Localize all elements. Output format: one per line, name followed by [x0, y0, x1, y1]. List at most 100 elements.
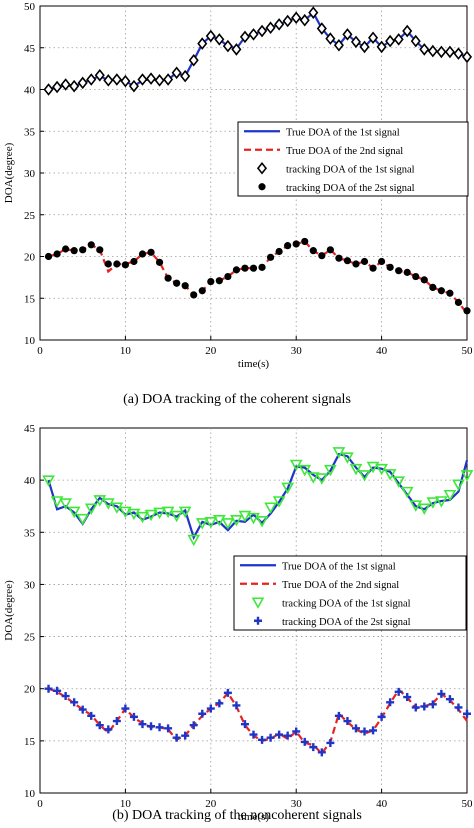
data-point	[170, 510, 183, 523]
data-point	[326, 738, 335, 747]
data-point	[86, 73, 97, 86]
data-point	[112, 717, 121, 726]
data-point	[349, 463, 363, 476]
legend: True DOA of the 1st signal True DOA of th…	[233, 555, 467, 631]
data-point	[342, 28, 353, 41]
data-point	[231, 43, 242, 56]
series-3	[44, 684, 471, 757]
x-axis-label: time(s)	[238, 811, 269, 823]
data-point	[119, 506, 132, 519]
data-point	[187, 534, 201, 547]
y-tick-label: 10	[24, 335, 36, 347]
data-point	[189, 721, 198, 730]
data-point	[265, 21, 276, 34]
data-point	[78, 705, 87, 714]
data-point	[155, 258, 164, 266]
data-point	[215, 277, 223, 285]
data-point	[437, 287, 445, 295]
chart-b: 0 10 20 30 40 501015202530354045time(s)DOA(de…	[3, 423, 474, 823]
data-point	[164, 724, 173, 733]
data-point	[411, 703, 420, 712]
data-point	[335, 254, 343, 262]
data-point	[324, 464, 337, 477]
data-point	[284, 242, 292, 250]
data-point	[232, 266, 241, 274]
data-point	[87, 241, 95, 249]
y-axis-label: DOA(degree)	[3, 142, 15, 203]
data-point	[298, 464, 312, 477]
data-point	[103, 74, 114, 87]
data-point	[121, 261, 129, 269]
data-point	[127, 508, 141, 521]
data-point	[341, 452, 354, 464]
data-point	[392, 476, 406, 488]
data-point	[343, 717, 352, 726]
data-point	[369, 264, 377, 272]
data-point	[79, 246, 87, 254]
legend: True DOA of the 1st signal True DOA of th…	[237, 121, 469, 197]
legend-entry: tracking DOA of the 2st signal	[282, 617, 411, 628]
data-point	[138, 250, 147, 258]
data-point	[368, 31, 379, 45]
data-point	[393, 33, 404, 46]
data-point	[378, 257, 386, 266]
data-point	[145, 72, 157, 85]
data-point	[144, 509, 158, 522]
series-2	[43, 6, 473, 96]
data-point	[274, 18, 285, 31]
data-point	[172, 733, 181, 742]
data-point	[164, 274, 172, 282]
legend-swatch	[258, 183, 266, 191]
x-tick-label: 30	[291, 798, 303, 810]
data-point	[275, 247, 283, 256]
legend-entry: True DOA of the 1st signal	[282, 561, 396, 572]
data-point	[266, 253, 275, 261]
y-axis-label: DOA(degree)	[3, 580, 15, 641]
data-point	[426, 497, 440, 509]
data-point	[317, 748, 326, 757]
data-point	[301, 237, 309, 246]
data-point	[299, 13, 310, 27]
legend-box	[233, 555, 467, 631]
data-point	[60, 78, 71, 91]
y-tick-label: 25	[24, 632, 36, 644]
data-point	[264, 502, 277, 514]
data-point	[247, 512, 260, 525]
data-point	[232, 701, 241, 710]
y-tick-label: 30	[24, 579, 36, 591]
data-point	[44, 684, 53, 693]
data-point	[419, 43, 430, 56]
data-point	[84, 503, 98, 515]
data-point	[42, 475, 55, 487]
x-tick-label: 10	[120, 798, 132, 810]
data-point	[452, 479, 465, 491]
data-point	[257, 24, 268, 38]
data-point	[161, 506, 175, 519]
data-point	[113, 260, 121, 268]
data-point	[360, 257, 369, 266]
y-tick-label: 20	[24, 684, 36, 696]
data-point	[444, 45, 455, 59]
data-point	[283, 731, 292, 740]
data-point	[205, 29, 216, 43]
data-point	[427, 44, 438, 58]
data-point	[402, 24, 413, 38]
y-tick-label: 30	[24, 168, 36, 180]
data-point	[224, 272, 232, 281]
data-point	[403, 268, 411, 276]
series-3	[44, 237, 471, 315]
data-point	[410, 34, 421, 48]
data-point	[249, 264, 258, 272]
data-point	[171, 66, 182, 80]
data-point	[275, 730, 284, 739]
data-point	[215, 699, 224, 708]
data-point	[147, 248, 155, 256]
data-point	[70, 247, 78, 255]
y-tick-label: 50	[24, 1, 36, 13]
data-point	[291, 11, 302, 24]
data-point	[334, 711, 343, 720]
data-point	[67, 506, 81, 519]
data-point	[351, 724, 360, 733]
data-point	[70, 698, 79, 707]
data-point	[420, 276, 428, 284]
